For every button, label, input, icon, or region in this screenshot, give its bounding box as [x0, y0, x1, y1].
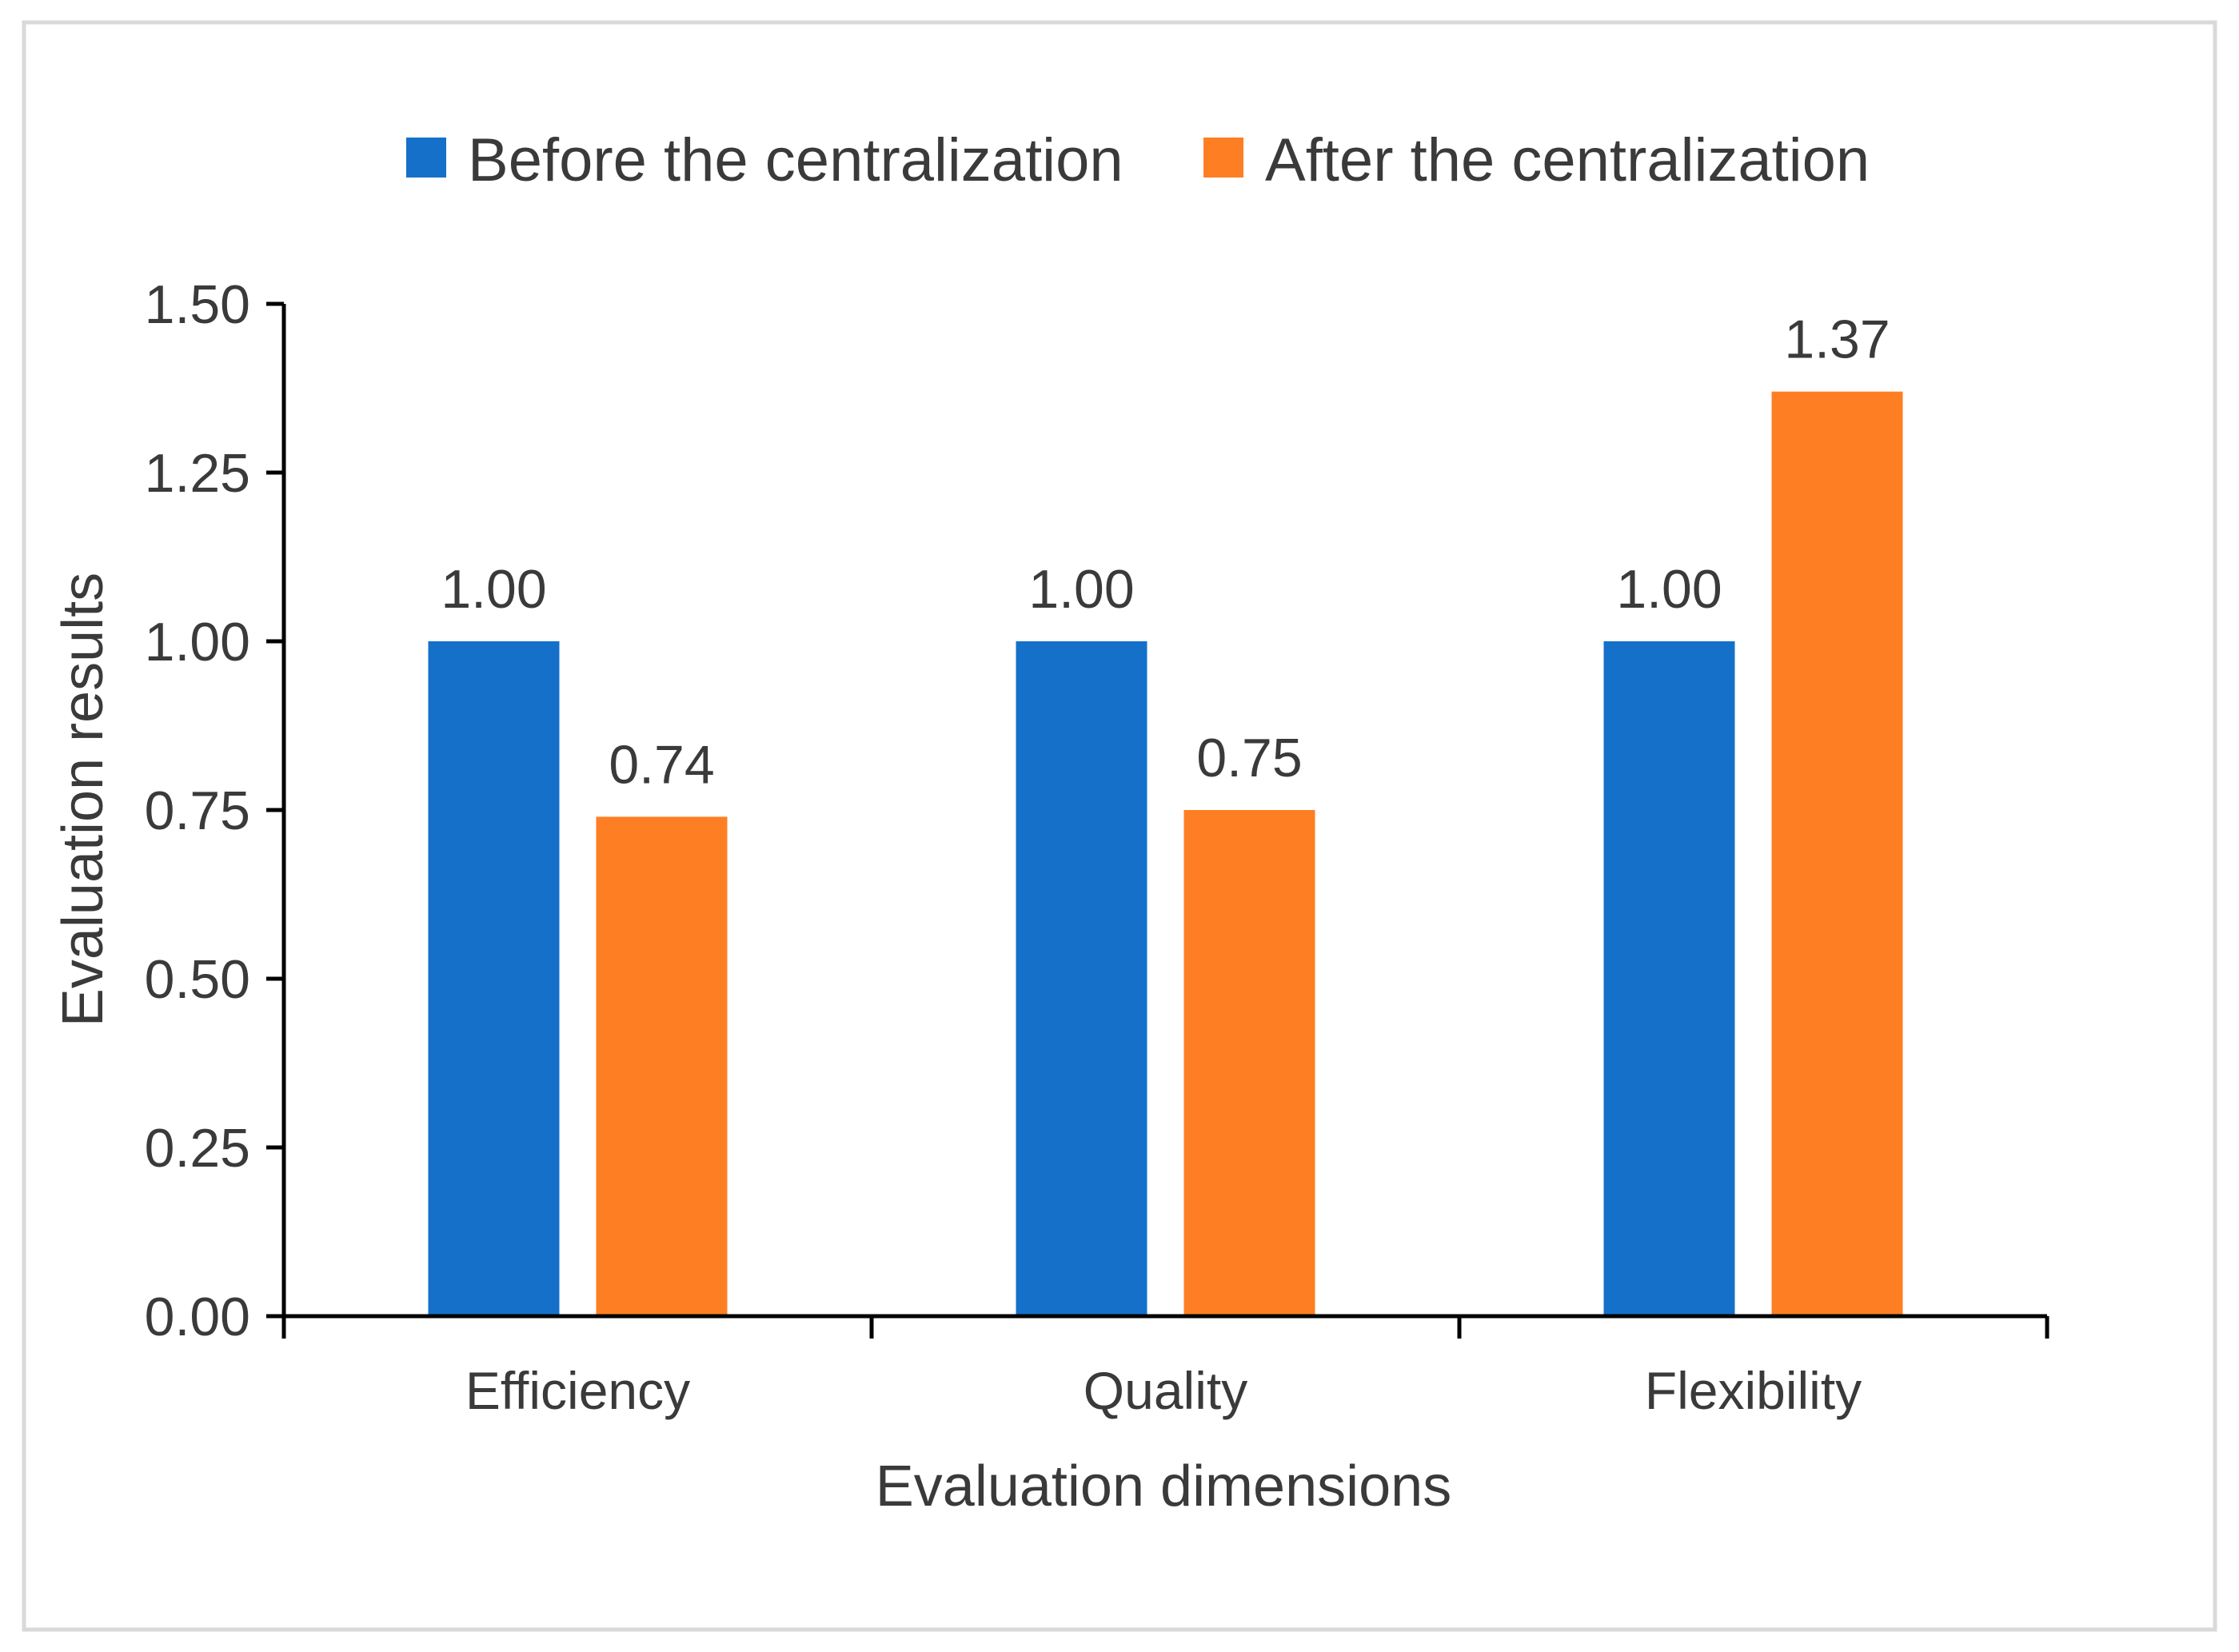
bar-quality-before	[1016, 641, 1147, 1316]
bar-quality-after	[1183, 810, 1315, 1316]
data-label: 1.00	[441, 559, 546, 620]
legend-swatch-before	[406, 138, 446, 178]
y-tick-label: 0.00	[145, 1287, 250, 1347]
y-tick-label: 0.50	[145, 949, 250, 1010]
y-axis-ticks: 0.00 0.25 0.50 0.75 1.00 1.25 1.50	[145, 274, 284, 1347]
y-tick-label: 1.25	[145, 443, 250, 504]
y-tick-label: 1.50	[145, 274, 250, 335]
bars-group	[428, 391, 1903, 1317]
y-tick-label: 1.00	[145, 612, 250, 672]
data-label: 1.00	[1616, 559, 1722, 620]
legend-label-after: After the centralization	[1265, 126, 1870, 194]
y-tick-label: 0.25	[145, 1118, 250, 1179]
x-axis-ticks: Efficiency Quality Flexibility	[281, 1316, 2049, 1420]
x-category-label: Quality	[1084, 1361, 1247, 1420]
data-labels-group: 1.00 0.74 1.00 0.75 1.00 1.37	[441, 309, 1890, 796]
x-category-label: Efficiency	[465, 1361, 690, 1420]
legend-label-before: Before the centralization	[468, 126, 1123, 194]
x-axis-label: Evaluation dimensions	[876, 1454, 1451, 1518]
x-category-label: Flexibility	[1645, 1361, 1862, 1420]
legend: Before the centralization After the cent…	[406, 126, 1870, 194]
data-label: 1.00	[1028, 559, 1134, 620]
y-axis-label: Evaluation results	[51, 573, 115, 1027]
data-label: 0.74	[609, 734, 714, 795]
data-label: 1.37	[1784, 309, 1890, 370]
bar-flexibility-before	[1603, 641, 1735, 1316]
legend-swatch-after	[1203, 138, 1243, 178]
bar-efficiency-before	[428, 641, 560, 1316]
data-label: 0.75	[1196, 728, 1302, 788]
y-tick-label: 0.75	[145, 780, 250, 841]
bar-flexibility-after	[1771, 391, 1903, 1317]
bar-efficiency-after	[596, 816, 728, 1316]
